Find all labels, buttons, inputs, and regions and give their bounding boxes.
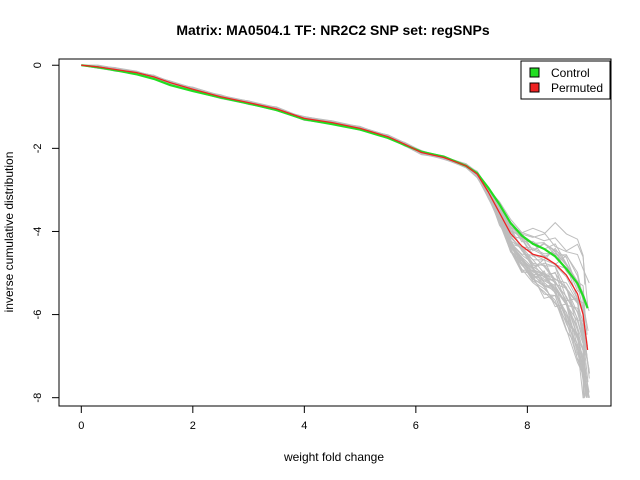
permutation-curve — [81, 64, 586, 337]
series-line-permuted — [81, 64, 589, 350]
permutation-curve — [81, 64, 585, 334]
x-tick-label: 2 — [190, 420, 196, 432]
plot-box — [58, 58, 612, 407]
background-curves — [81, 64, 591, 399]
permutation-curve — [81, 64, 588, 347]
legend: Control Permuted — [520, 60, 611, 100]
y-tick-label: -4 — [32, 227, 44, 237]
permutation-curve — [81, 64, 590, 312]
legend-box — [520, 60, 611, 100]
x-axis-label: weight fold change — [283, 450, 384, 464]
y-tick-label: -8 — [32, 393, 44, 403]
permutation-curve — [81, 64, 590, 371]
chart-title: Matrix: MA0504.1 TF: NR2C2 SNP set: regS… — [176, 22, 489, 38]
permutation-curve — [81, 64, 584, 330]
x-tick-label: 0 — [78, 420, 84, 432]
permutation-curve — [81, 64, 590, 372]
permutation-curve — [81, 64, 589, 309]
permutation-curve — [81, 64, 589, 331]
legend-control-swatch — [529, 67, 540, 78]
y-tick-label: -6 — [32, 310, 44, 320]
y-axis-label: inverse cumulative distribution — [2, 152, 16, 313]
legend-permuted-swatch — [529, 82, 540, 93]
x-tick-label: 4 — [301, 420, 307, 432]
permutation-curve — [81, 64, 591, 374]
y-tick-label: 0 — [32, 62, 44, 68]
y-tick-label: -2 — [32, 143, 44, 153]
x-tick-label: 8 — [524, 420, 530, 432]
legend-permuted-label: Permuted — [551, 81, 603, 95]
legend-control-label: Control — [551, 66, 590, 80]
series-line-control — [81, 64, 589, 309]
permutation-curve — [81, 64, 588, 335]
y-axis: 0 -2 -4 -6 -8 — [32, 62, 60, 403]
x-tick-label: 6 — [413, 420, 419, 432]
permutation-curve — [81, 64, 585, 331]
permutation-curve — [81, 64, 586, 320]
permutation-curve — [81, 64, 586, 348]
permutation-curve — [81, 64, 586, 285]
x-axis: 0 2 4 6 8 — [78, 405, 530, 432]
series-lines — [81, 64, 589, 350]
